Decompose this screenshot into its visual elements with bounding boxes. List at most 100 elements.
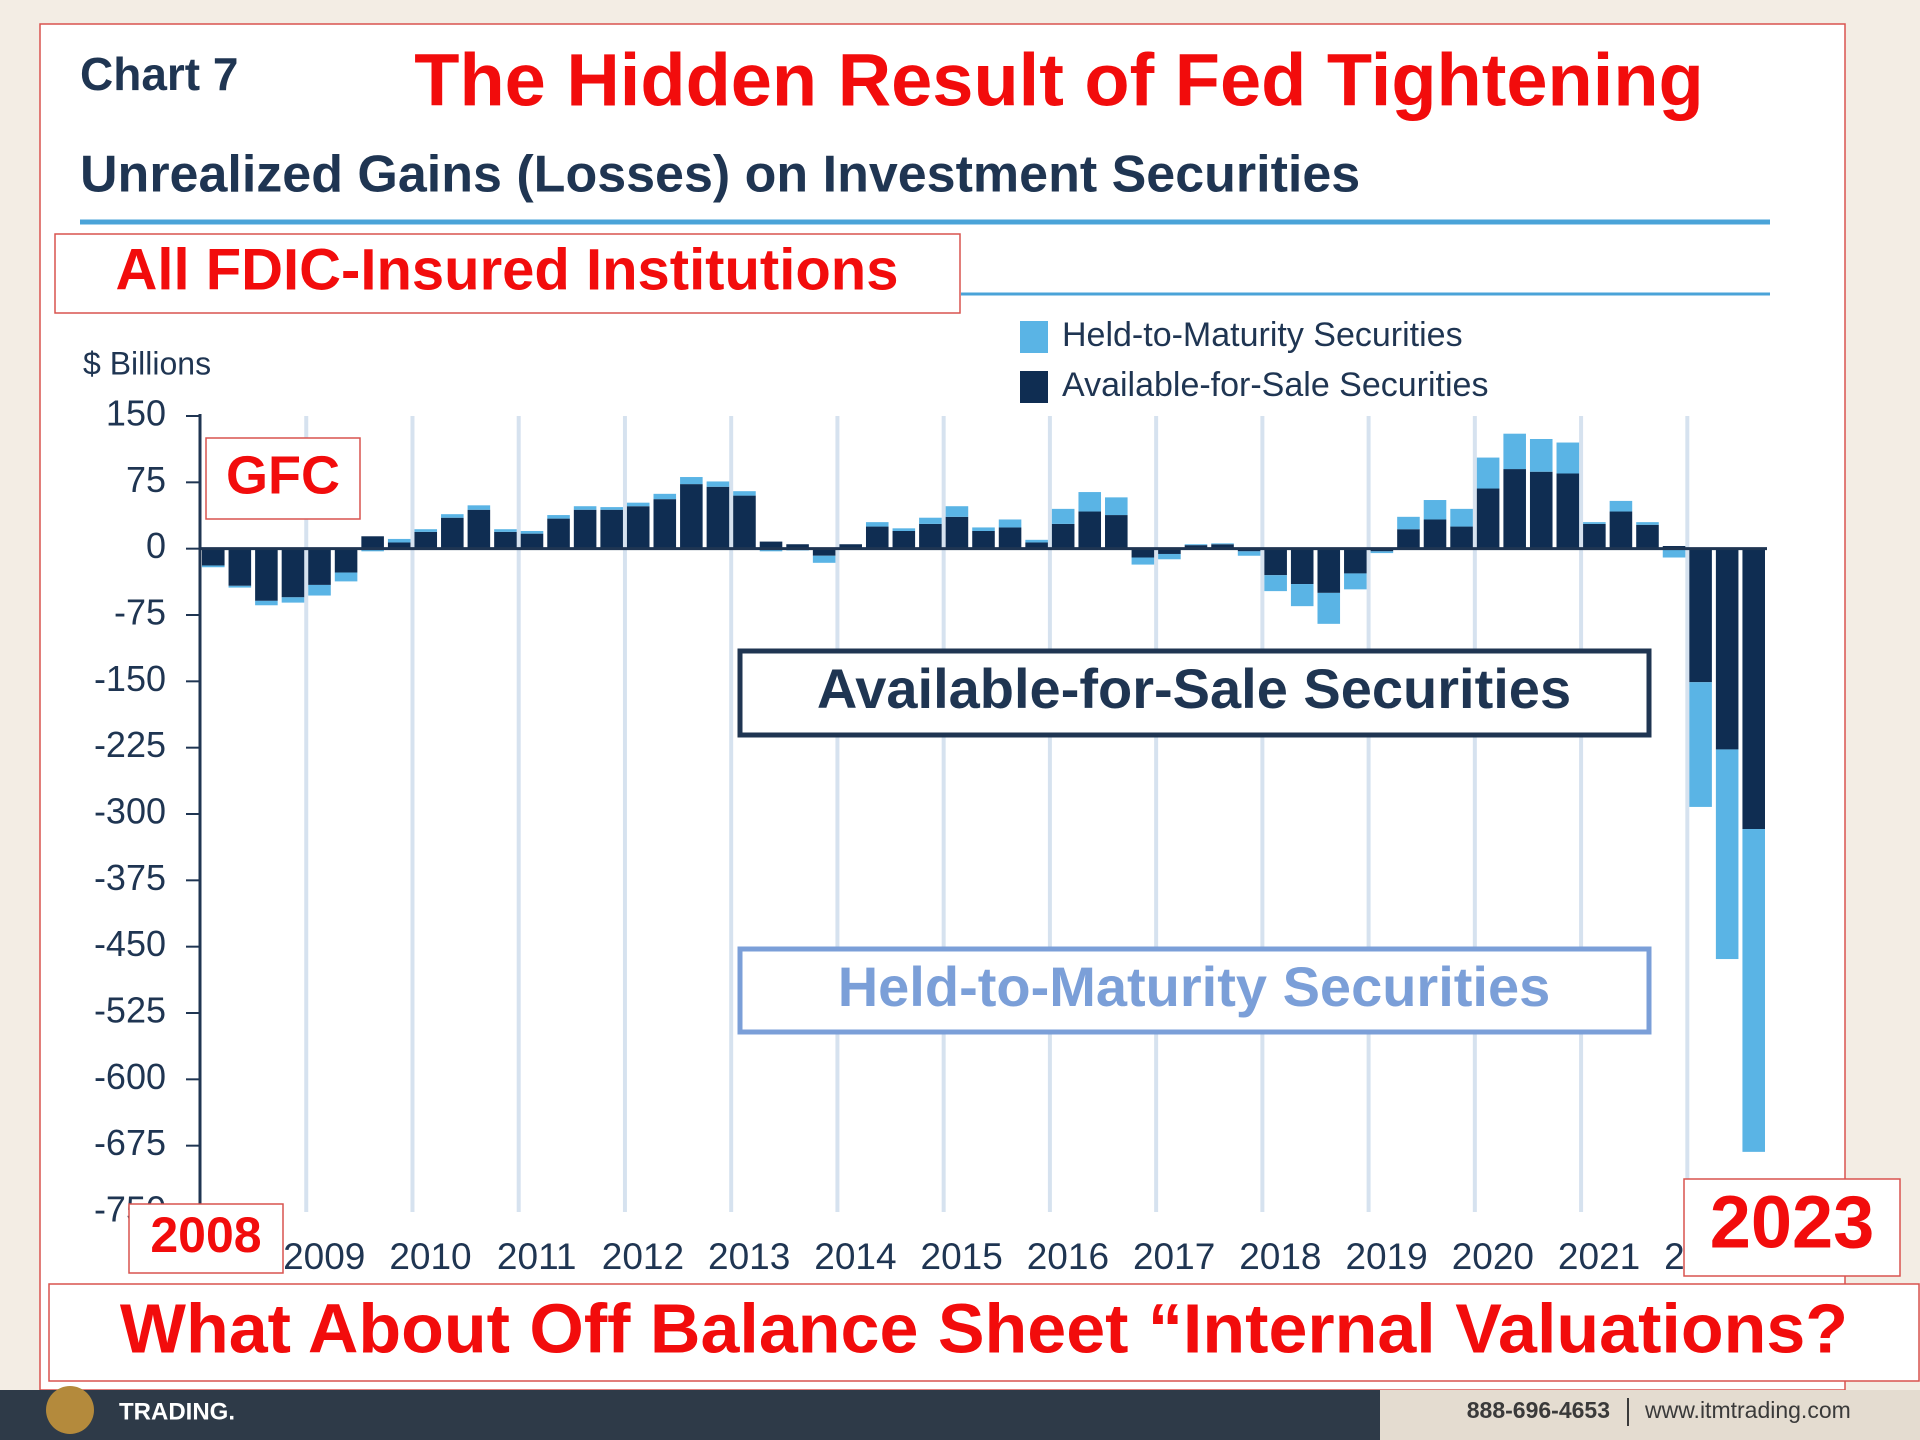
bar [1556,473,1580,549]
bar [1264,548,1287,576]
x-tick-label: 2010 [389,1236,471,1277]
bar [441,514,464,518]
bar [573,506,597,510]
bar [1290,548,1314,585]
x-tick-label: 2018 [1239,1236,1321,1277]
bar [308,548,331,585]
bar [626,502,650,507]
bar [1131,548,1155,558]
y-tick-label: -375 [94,857,166,898]
bar [1556,442,1580,474]
bar [1689,548,1712,683]
y-tick-label: -225 [94,724,166,765]
y-tick-label: 0 [146,525,166,566]
bar [759,541,783,549]
legend-swatch [1020,371,1048,403]
bar [202,565,225,568]
bar [733,491,756,496]
bar [1211,544,1234,549]
bar [972,527,995,531]
bar [1742,548,1765,830]
bar [1158,553,1181,560]
bar [520,533,544,549]
bar [547,518,570,549]
bar [998,519,1022,528]
bar [1344,573,1367,590]
bar [998,527,1022,549]
bar [1476,488,1500,549]
bar [1264,575,1287,592]
x-tick-label: 2013 [708,1236,790,1277]
bar [1689,682,1712,807]
legend-label: Available-for-Sale Securities [1062,366,1488,404]
annotation: 2023 [1710,1181,1875,1264]
bar [1051,523,1075,549]
bar [839,544,862,549]
x-tick-label: 2015 [921,1236,1003,1277]
annotation-box [205,437,361,520]
bar [1529,438,1553,472]
y-axis-label: $ Billions [83,345,211,381]
logo: TRADING. [119,1398,235,1425]
legend-swatch [1020,321,1048,353]
x-tick-label: 2017 [1133,1236,1215,1277]
annotation-box [128,1203,284,1274]
bar [441,517,464,549]
chart-subtitle: Unrealized Gains (Losses) on Investment … [80,146,1360,204]
x-tick-label: 2021 [1558,1236,1640,1277]
bar [1476,457,1500,489]
bar [334,572,358,582]
bar [892,530,916,549]
bar [1450,508,1473,527]
bar [1450,526,1473,549]
bar [1636,522,1659,525]
bar [334,548,358,573]
bar [228,585,252,588]
bar [1742,829,1765,1152]
bar [1609,511,1633,549]
y-tick-label: 150 [106,393,166,434]
bar [1583,522,1606,524]
bar [865,522,889,527]
bar [1317,592,1341,624]
bar [919,517,942,524]
bar [414,529,438,532]
annotation: Held-to-Maturity Securities [838,955,1551,1018]
logo-icon [46,1386,94,1434]
bar [706,486,730,549]
bar [1237,551,1261,556]
bar [945,516,969,549]
annotation-box [737,946,1652,1035]
bar [786,544,809,549]
y-tick-label: -450 [94,923,166,964]
annotation-box [1683,1178,1901,1277]
bar [202,548,225,566]
bar [1184,544,1208,546]
bar [1662,548,1686,558]
bar [1078,511,1102,549]
bar [812,555,836,563]
bar [1025,542,1048,549]
bar [255,600,278,606]
bar [281,597,305,603]
annotation: What About Off Balance Sheet “Internal V… [120,1289,1848,1367]
bar [733,495,756,549]
y-tick-label: -150 [94,658,166,699]
bar [1131,557,1155,565]
bar [387,542,411,549]
bar [281,548,305,598]
bar [494,529,517,532]
bar [494,531,517,549]
bar [812,548,836,556]
bar [892,528,916,531]
bar [1025,539,1048,543]
x-tick-label: 2019 [1345,1236,1427,1277]
chart-title: The Hidden Result of Fed Tightening [414,39,1703,122]
annotation: 2008 [150,1207,261,1263]
bar [626,506,650,549]
y-tick-label: -600 [94,1056,166,1097]
bar [1397,516,1420,530]
annotation-box [737,648,1652,738]
bar [1583,523,1606,549]
